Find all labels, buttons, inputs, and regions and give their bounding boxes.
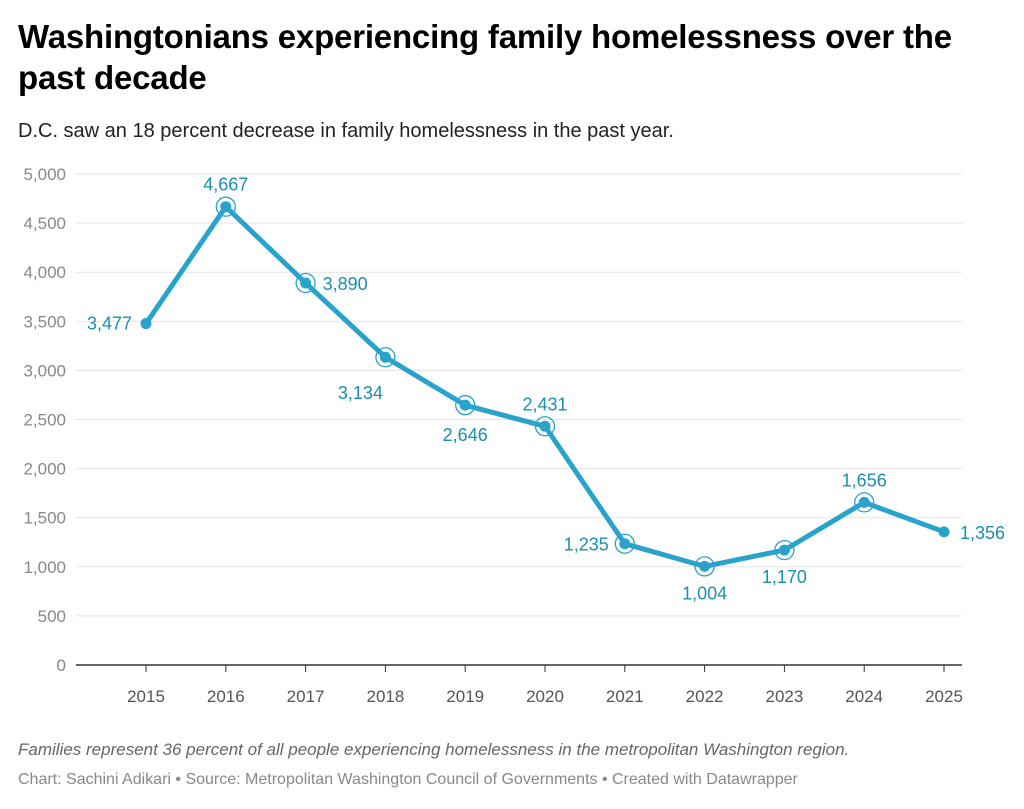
y-tick-label: 4,000 [23, 263, 66, 282]
data-point-ring [854, 492, 875, 513]
data-label: 1,004 [682, 583, 727, 603]
data-point-ring [534, 416, 556, 437]
chart-title: Washingtonians experiencing family homel… [18, 18, 952, 96]
series-line-layer [143, 204, 947, 569]
data-point [539, 420, 551, 432]
y-tick-label: 2,500 [23, 411, 66, 430]
x-tick-label: 2020 [526, 687, 564, 706]
data-label: 1,356 [960, 523, 1005, 543]
grid-lines [76, 173, 962, 617]
series-line [143, 204, 947, 569]
data-label: 1,170 [762, 567, 807, 587]
data-point [619, 538, 631, 550]
y-tick-label: 2,000 [23, 460, 66, 479]
chart-credits: Chart: Sachini Adikari • Source: Metropo… [18, 771, 798, 788]
data-point-ring [215, 196, 236, 217]
data-points [140, 196, 950, 577]
y-axis-ticks: 0 500 1,000 1,500 2,000 2,500 3,000 3,500 4,000 4… [23, 165, 66, 675]
x-tick-label: 2016 [207, 687, 245, 706]
x-tick-label: 2023 [765, 687, 803, 706]
x-tick-label: 2017 [287, 687, 325, 706]
x-tick-label: 2015 [127, 687, 165, 706]
line-chart: 0 500 1,000 1,500 2,000 2,500 3,000 3,500 4,000 4… [23, 165, 1005, 706]
data-label: 1,235 [564, 535, 609, 555]
data-point [379, 351, 391, 363]
y-tick-label: 3,500 [23, 312, 66, 331]
x-tick-label: 2024 [845, 687, 883, 706]
data-point [220, 201, 232, 213]
x-tick-label: 2025 [925, 687, 963, 706]
data-label: 1,656 [842, 470, 887, 490]
y-tick-label: 3,000 [23, 361, 66, 380]
data-point-ring [694, 556, 715, 577]
chart-note: Families represent 36 percent of all peo… [18, 740, 850, 759]
data-point-ring [375, 347, 396, 368]
data-point [140, 318, 152, 330]
x-tick-label: 2018 [366, 687, 404, 706]
chart-subtitle: D.C. saw an 18 percent decrease in famil… [18, 120, 674, 142]
x-axis: 2015 2016 2017 2018 2019 2020 2021 2022 2023 2024… [76, 664, 963, 706]
y-tick-label: 1,500 [23, 509, 66, 528]
data-point [300, 277, 312, 289]
data-point [858, 496, 870, 508]
data-label: 3,477 [87, 314, 132, 334]
data-label: 3,890 [323, 274, 368, 294]
y-tick-label: 0 [57, 656, 66, 675]
data-point [459, 399, 471, 411]
y-tick-label: 4,500 [23, 214, 66, 233]
y-tick-label: 5,000 [23, 165, 66, 184]
data-point-ring [614, 533, 635, 554]
data-label: 2,431 [522, 394, 567, 414]
data-point [699, 560, 711, 572]
y-tick-label: 1,000 [23, 558, 66, 577]
data-point-ring [295, 272, 316, 294]
x-tick-label: 2021 [606, 687, 644, 706]
x-tick-label: 2019 [446, 687, 484, 706]
data-point-ring [774, 539, 795, 561]
data-label: 3,134 [338, 383, 383, 403]
y-tick-label: 500 [38, 607, 66, 626]
data-label: 2,646 [443, 425, 488, 445]
data-point [778, 544, 790, 556]
data-label: 4,667 [203, 175, 248, 195]
x-tick-label: 2022 [686, 687, 724, 706]
data-point-ring [455, 395, 476, 416]
data-point [938, 526, 950, 538]
data-labels: 3,477 4,667 3,890 3,134 2,646 2,431 1,235 1,004… [87, 175, 1005, 604]
